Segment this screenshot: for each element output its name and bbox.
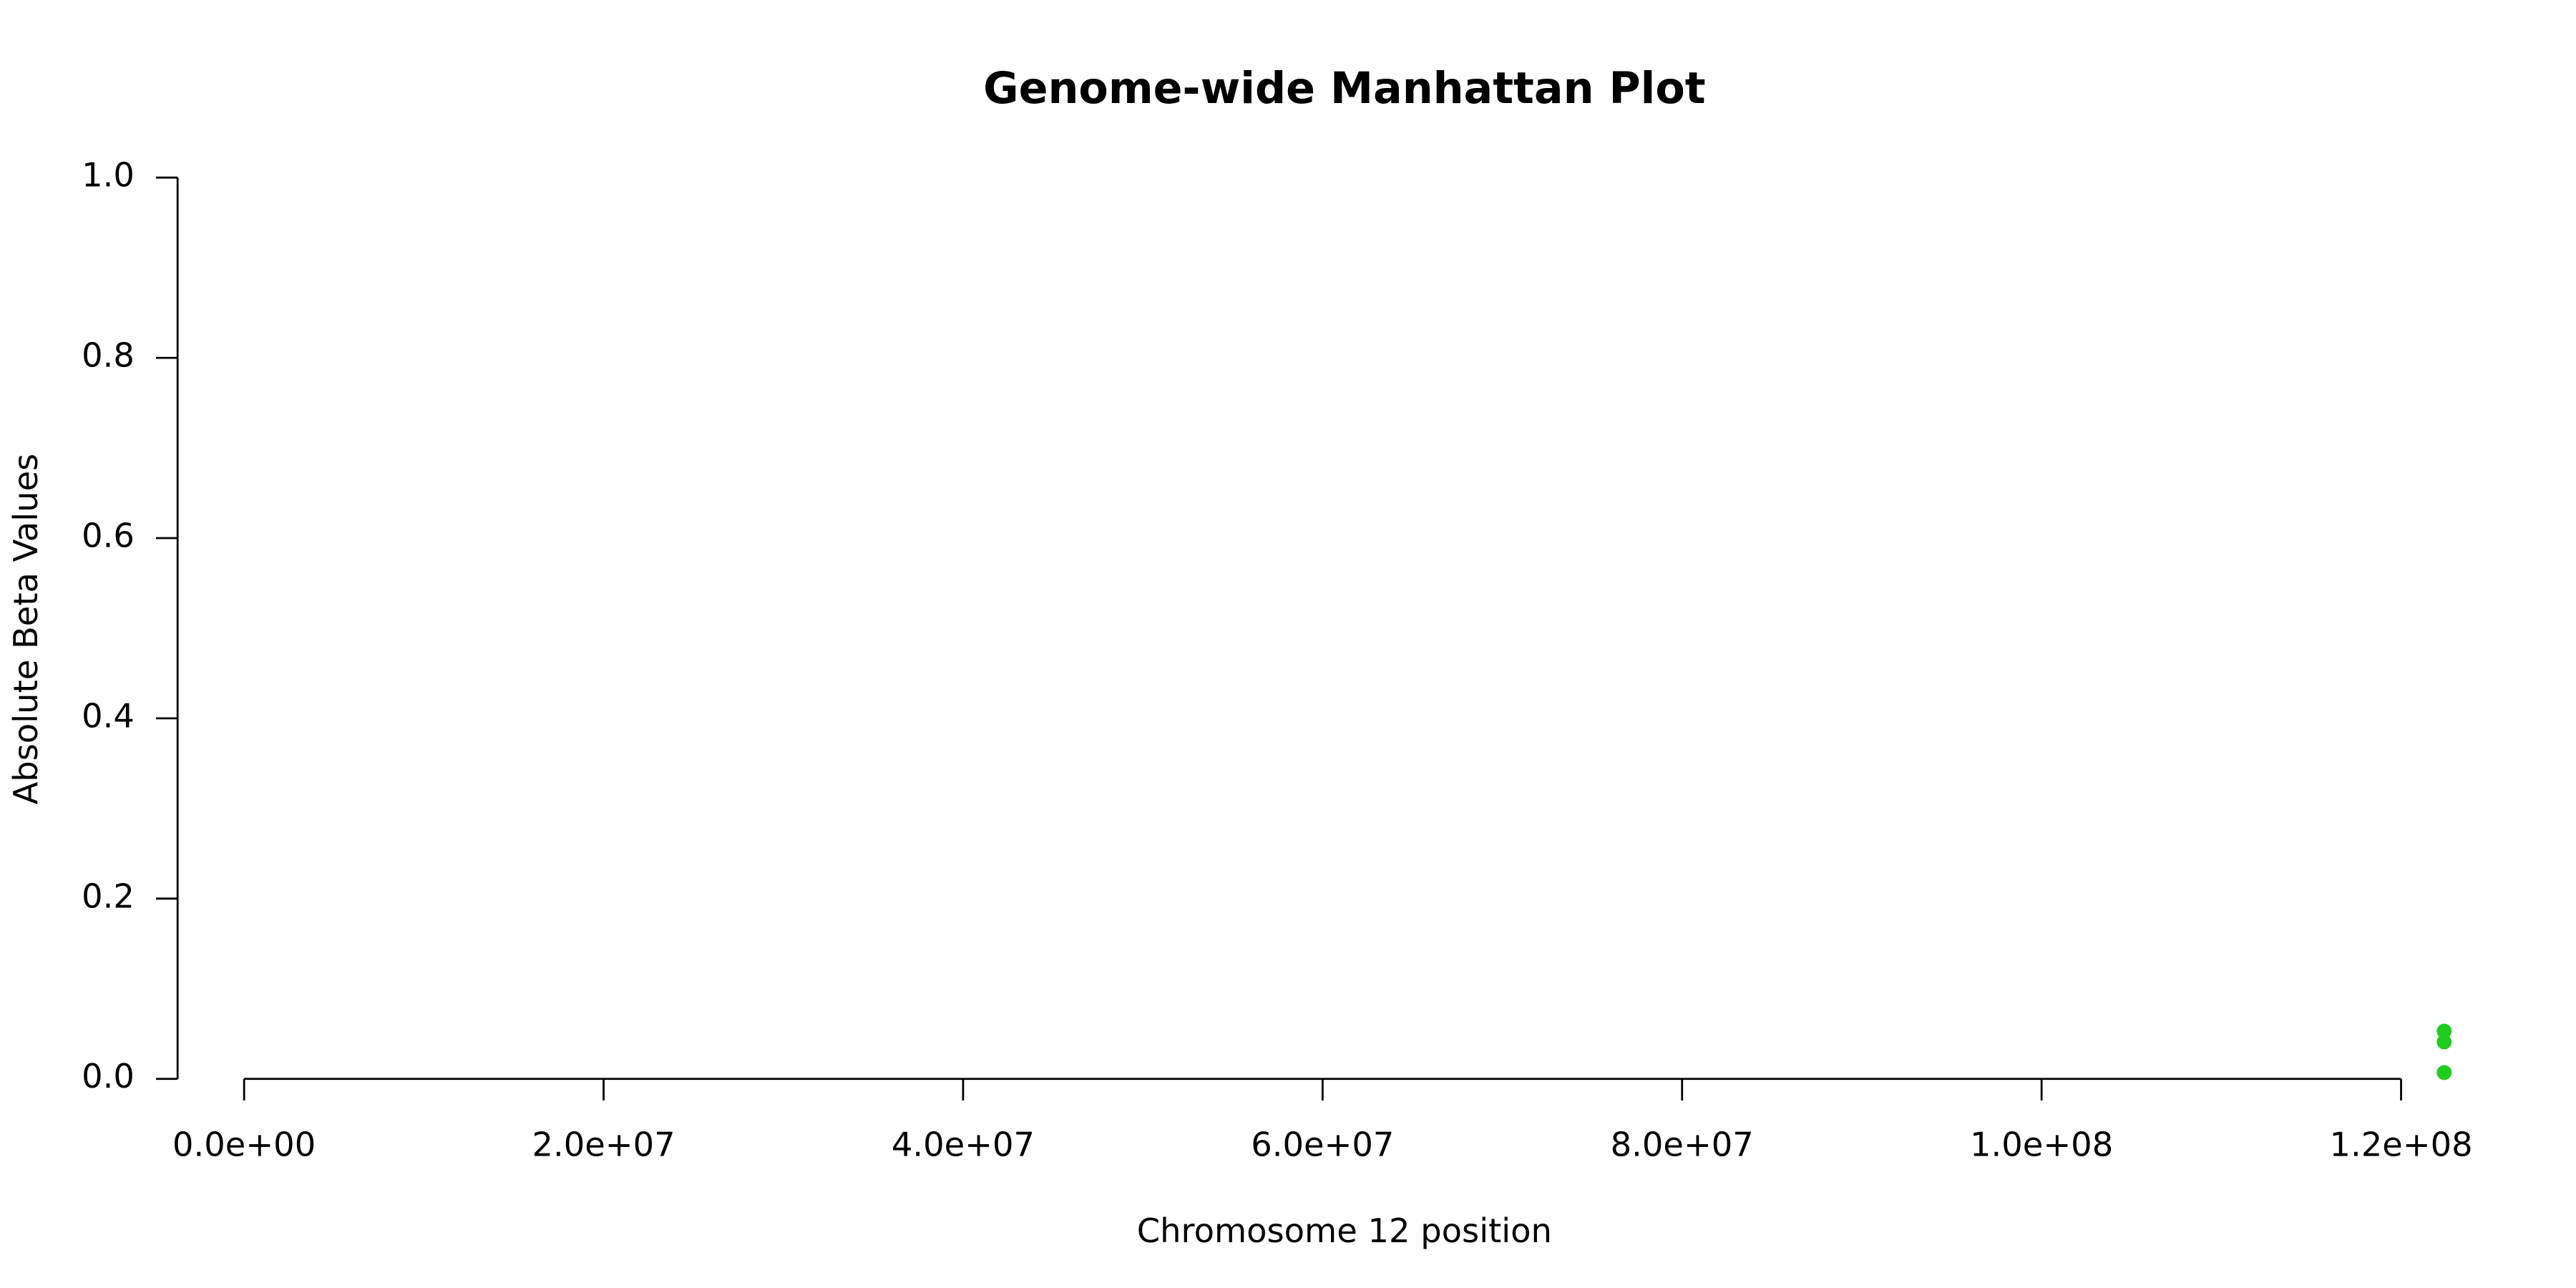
x-tick-label: 6.0e+07	[1251, 1125, 1394, 1163]
y-tick-label: 0.6	[82, 517, 135, 555]
y-tick-label: 1.0	[82, 156, 135, 195]
y-tick-label: 0.0	[82, 1057, 135, 1096]
x-tick-label: 1.0e+08	[1970, 1125, 2113, 1163]
x-tick-label: 8.0e+07	[1611, 1125, 1754, 1163]
y-tick-label: 0.2	[82, 877, 135, 915]
chart-title: Genome-wide Manhattan Plot	[983, 64, 1706, 114]
y-axis-label: Absolute Beta Values	[6, 454, 45, 805]
y-tick-label: 0.8	[82, 336, 135, 375]
x-tick-label: 4.0e+07	[892, 1125, 1035, 1163]
x-tick-label: 2.0e+07	[532, 1125, 675, 1163]
x-axis-label: Chromosome 12 position	[1137, 1211, 1552, 1250]
data-point	[2436, 1023, 2452, 1039]
y-tick-label: 0.4	[82, 696, 135, 735]
data-point	[2436, 1034, 2452, 1050]
data-point	[2436, 1065, 2452, 1080]
x-tick-label: 0.0e+00	[172, 1125, 316, 1163]
x-tick-label: 1.2e+08	[2329, 1125, 2472, 1163]
